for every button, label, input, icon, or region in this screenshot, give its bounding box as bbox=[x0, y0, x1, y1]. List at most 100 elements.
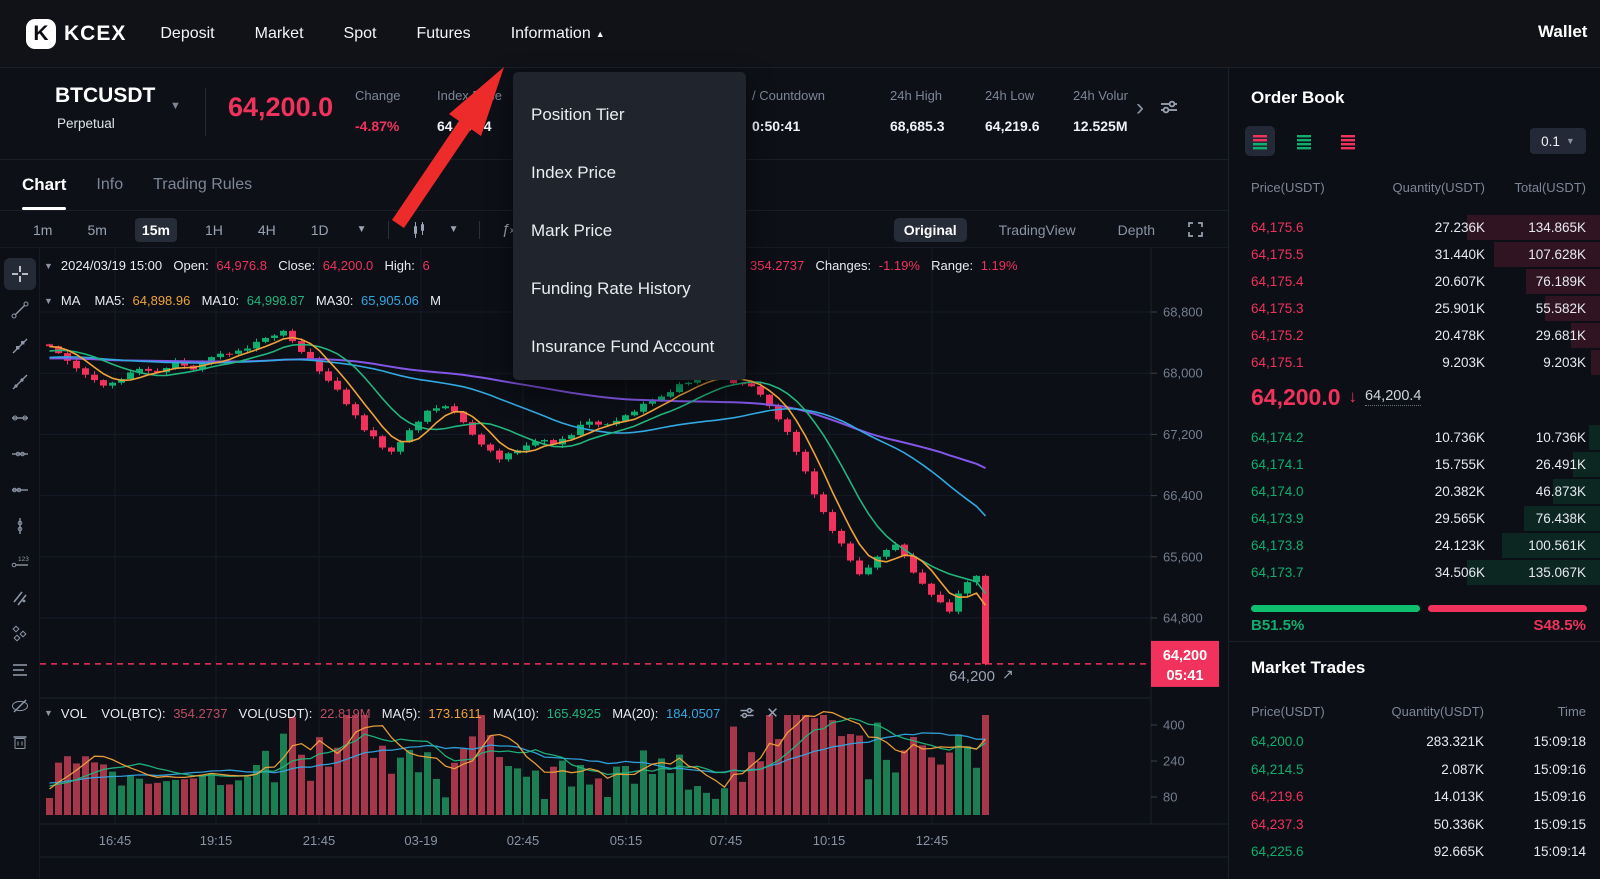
volume-close-icon[interactable]: ✕ bbox=[766, 705, 779, 722]
symbol-dropdown-caret-icon[interactable]: ▼ bbox=[170, 100, 181, 112]
stat-value: 12.525M bbox=[1073, 118, 1128, 134]
bid-row[interactable]: 64,174.0 20.382K 46.873K bbox=[1229, 478, 1600, 505]
quantity-cell: 20.478K bbox=[1434, 328, 1485, 343]
trade-row[interactable]: 64,225.6 92.665K 15:09:14 bbox=[1229, 838, 1600, 866]
candle-style-caret-icon[interactable]: ▼ bbox=[448, 224, 459, 235]
ask-row[interactable]: 64,175.4 20.607K 76.189K bbox=[1229, 268, 1600, 295]
shapes-icon[interactable] bbox=[4, 618, 36, 650]
trade-row[interactable]: 64,214.5 2.087K 15:09:16 bbox=[1229, 756, 1600, 784]
kcex-logo[interactable]: K KCEX bbox=[26, 18, 126, 49]
cross-ray-icon[interactable] bbox=[4, 474, 36, 506]
wallet-link[interactable]: Wallet bbox=[1538, 22, 1588, 41]
interval-5m[interactable]: 5m bbox=[87, 221, 107, 238]
crosshair-icon[interactable] bbox=[4, 258, 36, 290]
more-intervals-caret-icon[interactable]: ▼ bbox=[356, 224, 367, 235]
vertical-line-icon[interactable] bbox=[4, 510, 36, 542]
view-tradingview[interactable]: TradingView bbox=[998, 221, 1076, 238]
ticker-settings-icon[interactable] bbox=[1158, 96, 1180, 123]
menu-item-index-price[interactable]: Index Price bbox=[531, 163, 617, 182]
volume-settings-icon[interactable]: ✕ bbox=[738, 704, 779, 722]
trade-row[interactable]: 64,237.3 50.336K 15:09:15 bbox=[1229, 811, 1600, 839]
asks-view-icon[interactable] bbox=[1333, 126, 1363, 156]
top-nav: K KCEX Deposit Market Spot Futures Informati… bbox=[0, 0, 1600, 68]
interval-1m[interactable]: 1m bbox=[33, 221, 53, 238]
price-cell: 64,174.2 bbox=[1251, 430, 1304, 445]
collapse-caret-icon[interactable]: ▼ bbox=[44, 295, 53, 306]
svg-text:80: 80 bbox=[1163, 790, 1177, 805]
quantity-cell: 2.087K bbox=[1441, 761, 1484, 777]
fullscreen-icon[interactable] bbox=[1187, 221, 1204, 238]
nav-item-spot[interactable]: Spot bbox=[344, 25, 377, 43]
menu-item-funding-rate-history[interactable]: Funding Rate History bbox=[531, 279, 691, 298]
divider bbox=[1229, 641, 1600, 642]
both-view-icon[interactable] bbox=[1245, 126, 1275, 156]
collapse-caret-icon[interactable]: ▼ bbox=[44, 708, 53, 718]
pitchfork-icon[interactable] bbox=[4, 366, 36, 398]
svg-text:123: 123 bbox=[18, 556, 29, 563]
hide-drawings-icon[interactable] bbox=[4, 690, 36, 722]
time-cell: 15:09:16 bbox=[1533, 789, 1586, 805]
brush-icon[interactable] bbox=[4, 582, 36, 614]
info-line-icon[interactable] bbox=[4, 330, 36, 362]
buy-sell-ratio-bar bbox=[1251, 605, 1587, 612]
collapse-caret-icon[interactable]: ▼ bbox=[44, 260, 53, 271]
candle-style-icon[interactable] bbox=[410, 221, 428, 239]
interval-1D[interactable]: 1D bbox=[310, 221, 329, 238]
depth-bar bbox=[1590, 350, 1600, 375]
interval-4H[interactable]: 4H bbox=[257, 221, 276, 238]
delete-drawing-icon[interactable] bbox=[4, 726, 36, 758]
bid-row[interactable]: 64,173.9 29.565K 76.438K bbox=[1229, 505, 1600, 532]
price-note-icon[interactable]: 123 bbox=[4, 546, 36, 578]
symbol-name[interactable]: BTCUSDT bbox=[55, 84, 156, 107]
view-original[interactable]: Original bbox=[893, 217, 967, 242]
tab-chart[interactable]: Chart bbox=[22, 160, 67, 210]
tab-trading-rules[interactable]: Trading Rules bbox=[153, 176, 253, 193]
market-trades-columns: Price(USDT) Quantity(USDT) Time bbox=[1251, 704, 1586, 719]
ask-row[interactable]: 64,175.1 9.203K 9.203K bbox=[1229, 349, 1600, 376]
horizontal-line-icon[interactable] bbox=[4, 402, 36, 434]
bids-view-icon[interactable] bbox=[1289, 126, 1319, 156]
quantity-cell: 20.382K bbox=[1434, 484, 1485, 499]
interval-15m[interactable]: 15m bbox=[134, 217, 177, 242]
view-depth[interactable]: Depth bbox=[1117, 221, 1155, 238]
menu-item-position-tier[interactable]: Position Tier bbox=[531, 105, 625, 124]
nav-item-deposit[interactable]: Deposit bbox=[160, 25, 214, 43]
trade-row[interactable]: 64,200.0 283.321K 15:09:18 bbox=[1229, 728, 1600, 756]
last-price-row[interactable]: 64,200.0 ↓ 64,200.4 bbox=[1251, 375, 1422, 419]
bid-row[interactable]: 64,174.2 10.736K 10.736K bbox=[1229, 424, 1600, 451]
quantity-cell: 14.013K bbox=[1433, 789, 1484, 805]
interval-1H[interactable]: 1H bbox=[204, 221, 223, 238]
menu-item-insurance-fund-account[interactable]: Insurance Fund Account bbox=[531, 337, 715, 356]
bid-row[interactable]: 64,174.1 15.755K 26.491K bbox=[1229, 451, 1600, 478]
total-cell: 9.203K bbox=[1543, 355, 1586, 370]
price-cell: 64,175.5 bbox=[1251, 247, 1304, 262]
stat-label: / Countdown bbox=[752, 88, 825, 103]
stats-scroll-chevron-icon[interactable]: › bbox=[1136, 94, 1144, 121]
long-position-icon[interactable] bbox=[4, 654, 36, 686]
nav-item-information[interactable]: Information ▲ bbox=[511, 25, 605, 43]
caret-up-icon: ▲ bbox=[595, 28, 605, 39]
ask-row[interactable]: 64,175.5 31.440K 107.628K bbox=[1229, 241, 1600, 268]
ask-row[interactable]: 64,175.2 20.478K 29.681K bbox=[1229, 322, 1600, 349]
candlestick-chart[interactable]: 64,200 ↗ 68,800 68,000 67,200 66,400 65,600 64,… bbox=[40, 248, 1228, 879]
ask-row[interactable]: 64,175.3 25.901K 55.582K bbox=[1229, 295, 1600, 322]
price-cell: 64,237.3 bbox=[1251, 816, 1304, 832]
nav-item-market[interactable]: Market bbox=[255, 25, 304, 43]
bid-row[interactable]: 64,173.7 34.506K 135.067K bbox=[1229, 559, 1600, 586]
horizontal-ray-icon[interactable] bbox=[4, 438, 36, 470]
indicators-fx-icon[interactable]: ƒx bbox=[501, 221, 514, 238]
trade-row[interactable]: 64,219.6 14.013K 15:09:16 bbox=[1229, 783, 1600, 811]
legend-part: 64,998.87 bbox=[246, 293, 305, 308]
precision-selector[interactable]: 0.1 ▼ bbox=[1530, 128, 1586, 154]
price-cell: 64,175.3 bbox=[1251, 301, 1304, 316]
bid-row[interactable]: 64,173.8 24.123K 100.561K bbox=[1229, 532, 1600, 559]
quantity-cell: 24.123K bbox=[1434, 538, 1485, 553]
nav-item-futures[interactable]: Futures bbox=[416, 25, 470, 43]
ask-row[interactable]: 64,175.6 27.236K 134.865K bbox=[1229, 214, 1600, 241]
menu-item-mark-price[interactable]: Mark Price bbox=[531, 221, 613, 240]
order-book-title: Order Book bbox=[1251, 88, 1345, 107]
price-cell: 64,174.1 bbox=[1251, 457, 1304, 472]
depth-bar bbox=[1589, 425, 1600, 450]
tab-info[interactable]: Info bbox=[96, 176, 124, 193]
trend-line-icon[interactable] bbox=[4, 294, 36, 326]
